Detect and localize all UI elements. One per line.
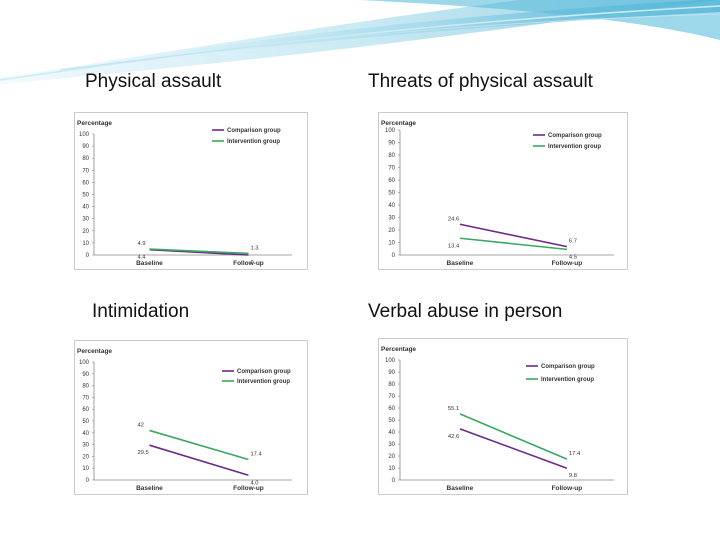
legend-label-comparison: Comparison group <box>237 369 291 375</box>
data-label: 17.4 <box>250 451 262 457</box>
series-line-comparison <box>459 223 568 248</box>
legend-label-intervention: Intervention group <box>227 139 280 145</box>
x-tick-label: Follow-up <box>552 260 583 267</box>
y-tick-label: 70 <box>388 166 395 172</box>
y-tick-label: 10 <box>82 466 89 472</box>
x-tick-label: Baseline <box>447 260 474 267</box>
y-tick-label: 60 <box>388 178 395 184</box>
data-label: 4.9 <box>137 241 145 247</box>
y-tick-label: 40 <box>82 205 89 211</box>
y-tick-label: 40 <box>388 203 395 209</box>
y-tick-label: 0 <box>86 478 90 484</box>
y-tick-label: 90 <box>82 144 89 150</box>
y-tick-label: 60 <box>388 406 395 412</box>
series-line-comparison <box>149 444 249 477</box>
y-tick-label: 70 <box>388 394 395 400</box>
y-tick-label: 100 <box>79 360 90 366</box>
series-line-comparison <box>459 428 568 469</box>
y-tick-label: 10 <box>388 466 395 472</box>
y-tick-label: 70 <box>82 395 89 401</box>
series-line-intervention <box>149 248 249 255</box>
data-label: 4.5 <box>569 254 577 260</box>
series-line-intervention <box>459 237 568 251</box>
y-tick-label: 20 <box>82 229 89 235</box>
chart-frame <box>74 340 308 495</box>
chart-frame <box>74 112 308 270</box>
y-tick-label: 60 <box>82 407 89 413</box>
y-tick-label: 50 <box>82 193 89 199</box>
data-label: 42 <box>137 422 143 428</box>
y-tick-label: 20 <box>388 228 395 234</box>
data-label: 0 <box>250 260 253 266</box>
chart-verbal-abuse-in-person: Percentage 0 10 20 30 40 50 60 70 80 90 100 Baseline… <box>378 338 628 495</box>
y-tick-label: 80 <box>82 156 89 162</box>
x-tick-label: Follow-up <box>552 485 583 492</box>
chart-threats-of-physical-assault: Percentage 0 10 20 30 40 50 60 70 80 90 100 Baseline… <box>378 112 628 270</box>
y-tick-label: 50 <box>388 191 395 197</box>
data-label: 6.7 <box>569 239 577 245</box>
y-tick-label: 10 <box>388 241 395 247</box>
legend-label-intervention: Intervention group <box>548 144 601 150</box>
x-tick-label: Baseline <box>447 485 474 492</box>
data-label: 17.4 <box>569 451 581 457</box>
y-tick-label: 50 <box>82 419 89 425</box>
y-tick-label: 80 <box>388 382 395 388</box>
chart-frame <box>378 338 628 495</box>
y-tick-label: 50 <box>388 418 395 424</box>
panel-title-physical-assault: Physical assault <box>85 71 222 92</box>
x-tick-label: Baseline <box>136 485 163 492</box>
panel-title-verbal-abuse: Verbal abuse in person <box>368 301 563 322</box>
y-tick-label: 30 <box>388 442 395 448</box>
y-axis-label: Percentage <box>381 346 416 353</box>
data-label: 4.4 <box>137 255 146 261</box>
panel-title-threats: Threats of physical assault <box>368 71 593 92</box>
y-tick-label: 20 <box>82 454 89 460</box>
y-tick-label: 90 <box>388 141 395 147</box>
y-tick-label: 100 <box>79 132 90 138</box>
y-tick-label: 40 <box>388 430 395 436</box>
y-axis-label: Percentage <box>381 120 416 127</box>
y-tick-label: 40 <box>82 431 89 437</box>
y-tick-label: 10 <box>82 241 89 247</box>
x-tick-label: Baseline <box>136 260 163 267</box>
legend-label-intervention: Intervention group <box>541 377 594 383</box>
y-tick-label: 80 <box>388 153 395 159</box>
y-tick-label: 0 <box>392 253 396 259</box>
legend-label-comparison: Comparison group <box>548 133 602 139</box>
data-label: 1.3 <box>250 245 258 251</box>
data-label: 24.6 <box>448 216 459 222</box>
y-tick-label: 60 <box>82 180 89 186</box>
series-line-intervention <box>149 429 249 461</box>
data-label: 29.5 <box>137 450 148 456</box>
y-tick-label: 0 <box>86 253 90 259</box>
legend-label-intervention: Intervention group <box>237 379 290 385</box>
y-tick-label: 90 <box>82 372 89 378</box>
data-label: 13.4 <box>448 243 460 249</box>
y-tick-label: 70 <box>82 168 89 174</box>
legend-label-comparison: Comparison group <box>541 364 595 370</box>
y-axis-label: Percentage <box>77 120 112 127</box>
chart-intimidation: Percentage 0 10 20 30 40 50 60 70 80 90 100 Baseline… <box>74 340 308 495</box>
data-label: 4.0 <box>250 480 258 486</box>
data-label: 55.1 <box>448 406 459 412</box>
y-axis-label: Percentage <box>77 348 112 355</box>
y-tick-label: 30 <box>388 216 395 222</box>
y-tick-label: 80 <box>82 384 89 390</box>
legend-label-comparison: Comparison group <box>227 128 281 134</box>
panel-title-intimidation: Intimidation <box>92 301 190 322</box>
data-label: 9.8 <box>569 473 577 479</box>
chart-physical-assault: Percentage 0 10 20 30 40 50 60 70 80 90 100 Baseline… <box>74 112 308 270</box>
data-label: 42.6 <box>448 434 459 440</box>
x-tick-label: Follow-up <box>233 260 264 267</box>
y-tick-label: 20 <box>388 454 395 460</box>
y-tick-label: 100 <box>385 358 396 364</box>
y-tick-label: 90 <box>388 370 395 376</box>
series-line-intervention <box>459 413 568 460</box>
y-tick-label: 0 <box>392 478 396 484</box>
y-tick-label: 100 <box>385 128 396 134</box>
header-wave-decoration <box>0 0 720 84</box>
y-tick-label: 30 <box>82 217 89 223</box>
x-tick-label: Follow-up <box>233 485 264 492</box>
y-tick-label: 30 <box>82 443 89 449</box>
